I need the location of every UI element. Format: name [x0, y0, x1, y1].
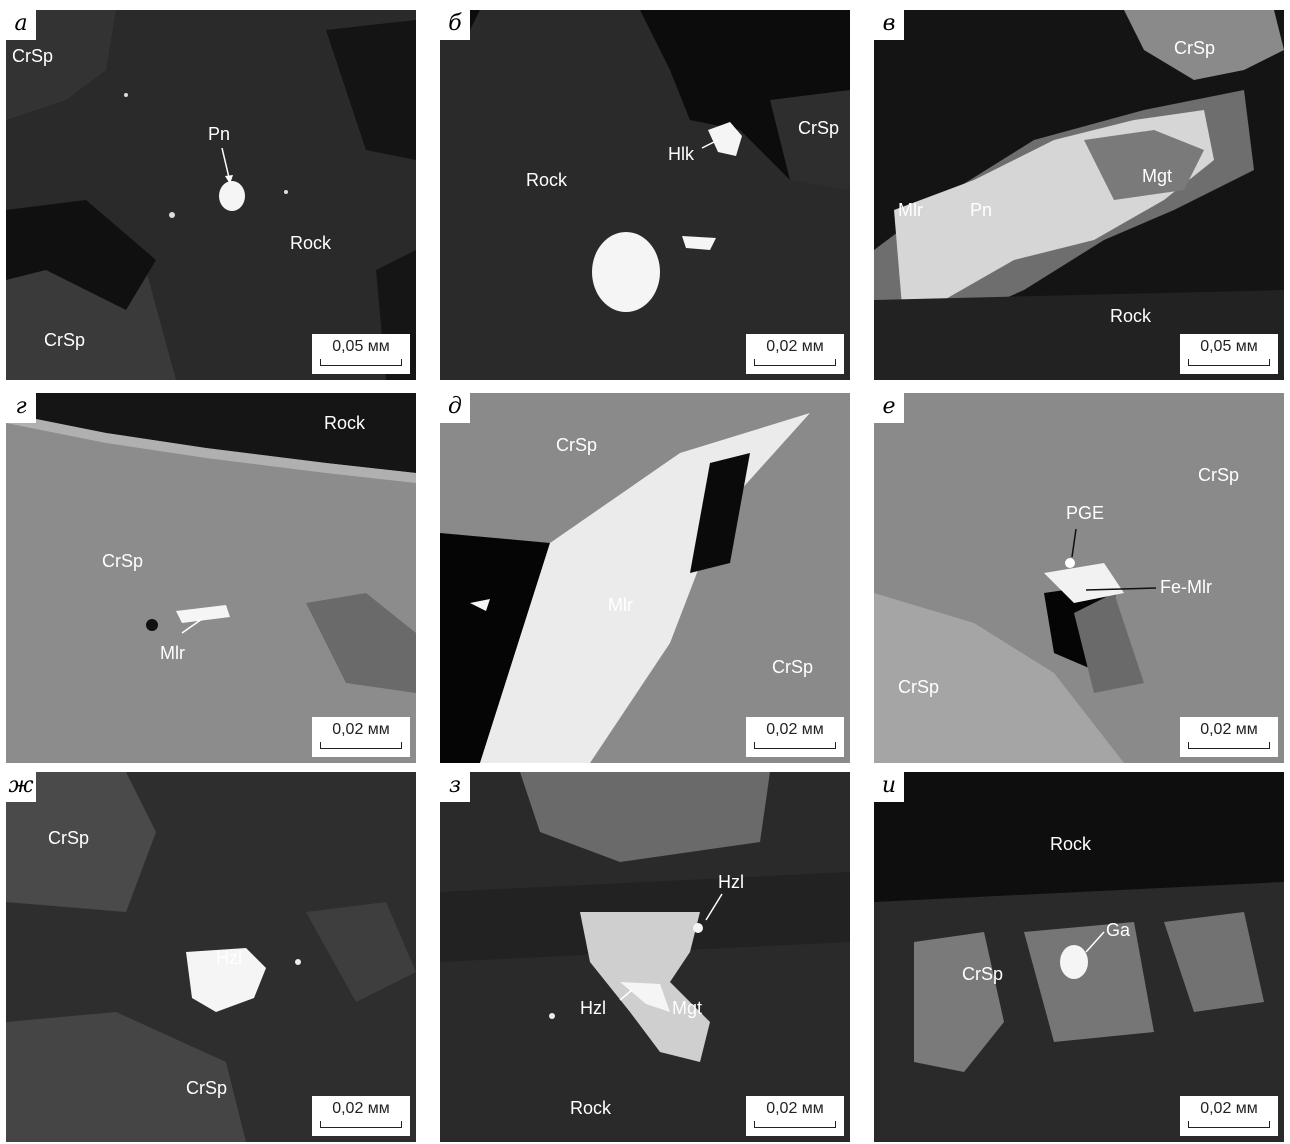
panel-letter: з [440, 772, 470, 802]
mineral-label: Fe-Mlr [1160, 577, 1212, 597]
mineral-label: Rock [570, 1098, 612, 1118]
panel-g: г Rock CrSp Mlr 0,02 мм [6, 393, 416, 763]
mineral-label: Hzl [216, 948, 242, 968]
mineral-label: Hzl [718, 872, 744, 892]
mineral-label: Rock [1110, 306, 1152, 326]
panel-i-image [874, 772, 1284, 1142]
mineral-label: PGE [1066, 503, 1105, 523]
mineral-label: CrSp [44, 330, 86, 350]
scale-label: 0,02 мм [332, 721, 390, 738]
scale-label: 0,05 мм [1200, 338, 1258, 355]
mineral-label: CrSp [102, 551, 144, 571]
panel-a-image [6, 10, 416, 380]
scale-bar: 0,02 мм [1180, 717, 1278, 757]
panel-v-image [874, 10, 1284, 380]
scale-line [754, 359, 836, 366]
panel-e-image [874, 393, 1284, 763]
mineral-label: CrSp [898, 677, 940, 697]
mineral-label: CrSp [962, 964, 1004, 984]
panel-e: е CrSp PGE Fe-Mlr CrSp 0,02 мм [874, 393, 1284, 763]
mineral-label: Pn [208, 124, 231, 144]
panel-b: б Hlk CrSp Rock 0,02 мм [440, 10, 850, 380]
mineral-label: Mlr [898, 200, 923, 220]
scale-line [320, 359, 402, 366]
mineral-label: CrSp [186, 1078, 228, 1098]
mineral-label: Rock [290, 233, 332, 253]
mineral-label: Pn [970, 200, 993, 220]
panel-letter: д [440, 393, 470, 423]
mineral-label: CrSp [12, 46, 54, 66]
panel-letter: а [6, 10, 36, 40]
scale-label: 0,02 мм [332, 1100, 390, 1117]
panel-b-image [440, 10, 850, 380]
mineral-label: Mlr [160, 643, 185, 663]
panel-z: з Hzl Hzl Mgt Rock 0,02 мм [440, 772, 850, 1142]
panel-letter: и [874, 772, 904, 802]
scale-label: 0,02 мм [766, 338, 824, 355]
mineral-label: CrSp [1198, 465, 1240, 485]
scale-line [754, 1121, 836, 1128]
panel-v: в CrSp Mgt Mlr Pn Rock 0,05 мм [874, 10, 1284, 380]
scale-bar: 0,02 мм [746, 334, 844, 374]
scale-bar: 0,02 мм [1180, 1096, 1278, 1136]
scale-bar: 0,02 мм [312, 1096, 410, 1136]
panel-letter: б [440, 10, 470, 40]
scale-line [1188, 359, 1270, 366]
scale-label: 0,02 мм [1200, 1100, 1258, 1117]
scale-line [320, 742, 402, 749]
scale-bar: 0,02 мм [746, 717, 844, 757]
panel-zh: ж CrSp Hzl CrSp 0,02 мм [6, 772, 416, 1142]
mineral-label: CrSp [48, 828, 90, 848]
mineral-label: Rock [324, 413, 366, 433]
panel-letter: в [874, 10, 904, 40]
scale-label: 0,02 мм [766, 721, 824, 738]
panel-letter: е [874, 393, 904, 423]
mineral-label: Ga [1106, 920, 1131, 940]
mineral-label: CrSp [556, 435, 598, 455]
scale-bar: 0,05 мм [1180, 334, 1278, 374]
panel-d-image [440, 393, 850, 763]
scale-line [754, 742, 836, 749]
mineral-label: CrSp [1174, 38, 1216, 58]
mineral-label: Mgt [1142, 166, 1173, 186]
mineral-label: CrSp [772, 657, 814, 677]
scale-bar: 0,02 мм [746, 1096, 844, 1136]
mineral-label: Rock [526, 170, 568, 190]
panel-i: и Rock Ga CrSp 0,02 мм [874, 772, 1284, 1142]
mineral-label: Hlk [668, 144, 694, 164]
panel-letter: ж [6, 772, 36, 802]
panel-g-image [6, 393, 416, 763]
scale-bar: 0,05 мм [312, 334, 410, 374]
scale-line [1188, 742, 1270, 749]
scale-line [1188, 1121, 1270, 1128]
scale-bar: 0,02 мм [312, 717, 410, 757]
mineral-label: Mlr [608, 595, 633, 615]
panel-zh-image [6, 772, 416, 1142]
mineral-label: Rock [1050, 834, 1092, 854]
mineral-label: Mgt [672, 998, 703, 1018]
mineral-label: Hzl [580, 998, 606, 1018]
scale-label: 0,05 мм [332, 338, 390, 355]
panel-z-image [440, 772, 850, 1142]
scale-line [320, 1121, 402, 1128]
panel-d: д CrSp Mlr CrSp 0,02 мм [440, 393, 850, 763]
panel-letter: г [6, 393, 36, 423]
scale-label: 0,02 мм [766, 1100, 824, 1117]
panel-a: а CrSp Pn Rock CrSp 0,05 мм [6, 10, 416, 380]
scale-label: 0,02 мм [1200, 721, 1258, 738]
mineral-label: CrSp [798, 118, 840, 138]
